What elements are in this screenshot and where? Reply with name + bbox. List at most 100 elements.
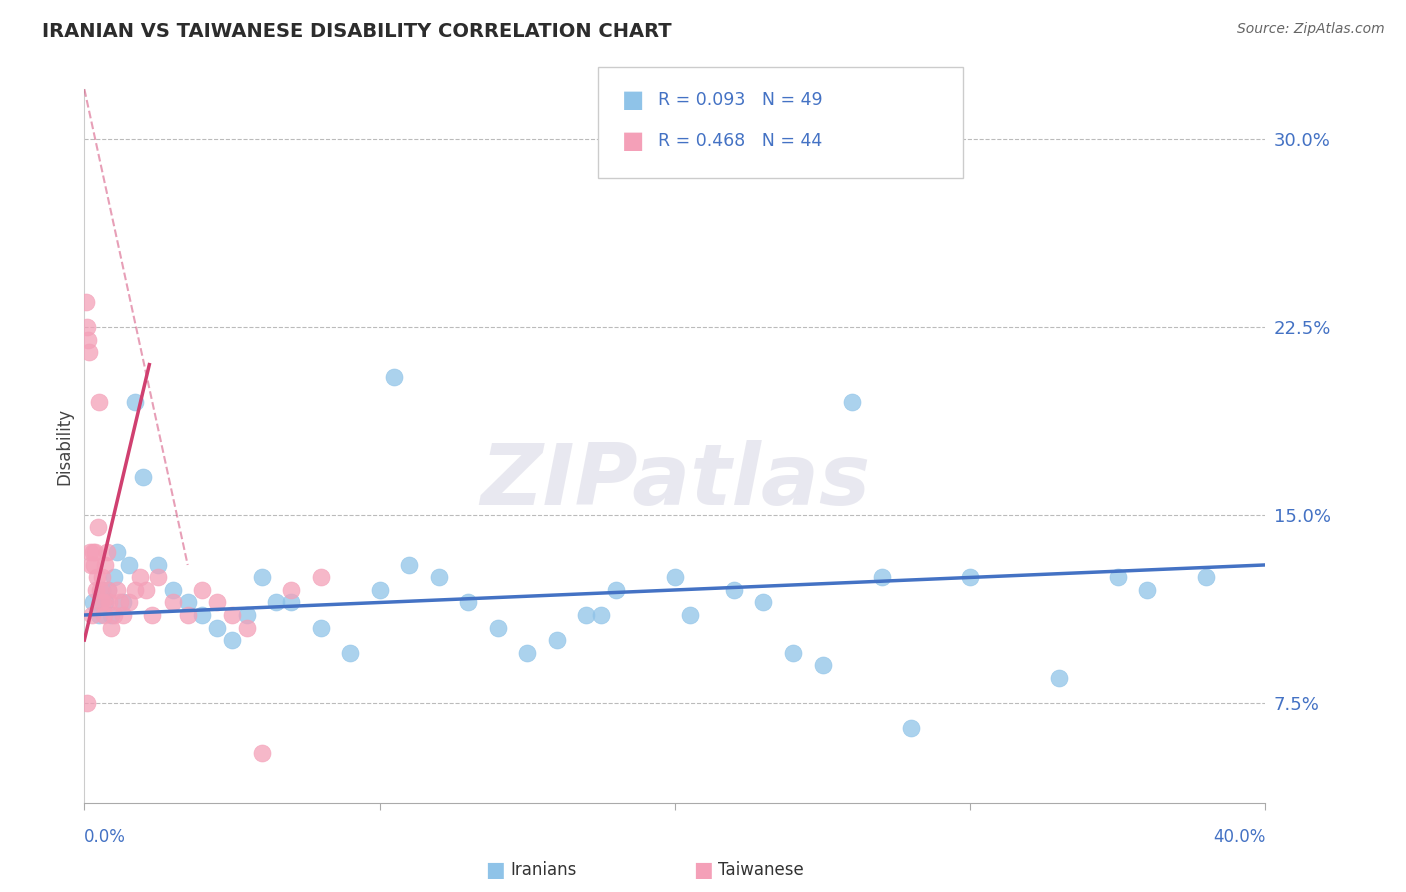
Point bbox=[191, 607, 214, 622]
Point bbox=[76, 696, 98, 710]
Text: IRANIAN VS TAIWANESE DISABILITY CORRELATION CHART: IRANIAN VS TAIWANESE DISABILITY CORRELAT… bbox=[42, 22, 672, 41]
Point bbox=[177, 595, 200, 609]
Text: Iranians: Iranians bbox=[510, 861, 576, 879]
Text: 0.0%: 0.0% bbox=[84, 828, 127, 846]
Point bbox=[309, 570, 332, 584]
Point bbox=[959, 570, 981, 584]
Point bbox=[96, 545, 118, 559]
Point bbox=[250, 746, 273, 760]
Point bbox=[77, 333, 100, 347]
Point bbox=[280, 595, 302, 609]
Point bbox=[148, 570, 170, 584]
Point bbox=[1047, 671, 1070, 685]
Point bbox=[221, 633, 243, 648]
Point bbox=[148, 558, 170, 572]
Point bbox=[398, 558, 420, 572]
Point bbox=[207, 621, 229, 635]
Point bbox=[91, 570, 114, 584]
Point bbox=[207, 595, 229, 609]
Point bbox=[97, 582, 120, 597]
Point bbox=[91, 595, 114, 609]
Point bbox=[77, 345, 100, 359]
Point bbox=[79, 545, 101, 559]
Point bbox=[111, 595, 134, 609]
Point bbox=[486, 621, 509, 635]
Point bbox=[94, 558, 117, 572]
Point bbox=[782, 646, 804, 660]
Point bbox=[309, 621, 332, 635]
Text: ZIPatlas: ZIPatlas bbox=[479, 440, 870, 524]
Text: Source: ZipAtlas.com: Source: ZipAtlas.com bbox=[1237, 22, 1385, 37]
Point bbox=[87, 395, 111, 409]
Point bbox=[546, 633, 568, 648]
Text: R = 0.093   N = 49: R = 0.093 N = 49 bbox=[658, 91, 823, 109]
Point bbox=[80, 558, 103, 572]
Point bbox=[384, 370, 406, 384]
Point bbox=[679, 607, 702, 622]
Point bbox=[108, 595, 131, 609]
Point bbox=[98, 595, 121, 609]
Text: Taiwanese: Taiwanese bbox=[718, 861, 804, 879]
Point bbox=[86, 520, 108, 534]
Point bbox=[250, 570, 273, 584]
Point bbox=[80, 607, 103, 622]
Text: R = 0.468   N = 44: R = 0.468 N = 44 bbox=[658, 132, 823, 150]
Point bbox=[723, 582, 745, 597]
Point bbox=[105, 582, 128, 597]
Point bbox=[900, 721, 922, 735]
Point bbox=[124, 395, 146, 409]
Point bbox=[516, 646, 538, 660]
Point bbox=[129, 570, 152, 584]
Point bbox=[135, 582, 157, 597]
Point bbox=[100, 621, 122, 635]
Point bbox=[89, 582, 111, 597]
Point bbox=[103, 570, 125, 584]
Point bbox=[162, 582, 184, 597]
Point bbox=[90, 595, 112, 609]
Point bbox=[76, 320, 98, 334]
Point bbox=[82, 595, 104, 609]
Point bbox=[84, 582, 107, 597]
Point bbox=[177, 607, 200, 622]
Text: ■: ■ bbox=[485, 860, 505, 880]
Point bbox=[118, 558, 141, 572]
Point bbox=[124, 582, 146, 597]
Point bbox=[841, 395, 863, 409]
Point bbox=[91, 582, 114, 597]
Point bbox=[870, 570, 893, 584]
Point bbox=[457, 595, 479, 609]
Point bbox=[100, 607, 122, 622]
Point bbox=[368, 582, 391, 597]
Point bbox=[575, 607, 598, 622]
Point bbox=[605, 582, 627, 597]
Point bbox=[427, 570, 450, 584]
Point bbox=[191, 582, 214, 597]
Point bbox=[162, 595, 184, 609]
Point bbox=[103, 607, 125, 622]
Point bbox=[132, 470, 155, 484]
Point bbox=[266, 595, 288, 609]
Point bbox=[105, 545, 128, 559]
Point bbox=[664, 570, 686, 584]
Point bbox=[141, 607, 163, 622]
Point bbox=[752, 595, 775, 609]
Text: ■: ■ bbox=[621, 129, 644, 153]
Point bbox=[93, 607, 115, 622]
Point bbox=[86, 570, 108, 584]
Point bbox=[1107, 570, 1129, 584]
Text: 40.0%: 40.0% bbox=[1213, 828, 1265, 846]
Point bbox=[82, 545, 104, 559]
Point bbox=[1136, 582, 1159, 597]
Point bbox=[75, 295, 97, 310]
Point bbox=[94, 595, 117, 609]
Point bbox=[811, 658, 834, 673]
Point bbox=[280, 582, 302, 597]
Point bbox=[118, 595, 141, 609]
Text: ■: ■ bbox=[693, 860, 713, 880]
Point bbox=[83, 545, 105, 559]
Point bbox=[221, 607, 243, 622]
Text: ■: ■ bbox=[621, 88, 644, 112]
Point bbox=[83, 558, 105, 572]
Point bbox=[111, 607, 134, 622]
Point bbox=[339, 646, 361, 660]
